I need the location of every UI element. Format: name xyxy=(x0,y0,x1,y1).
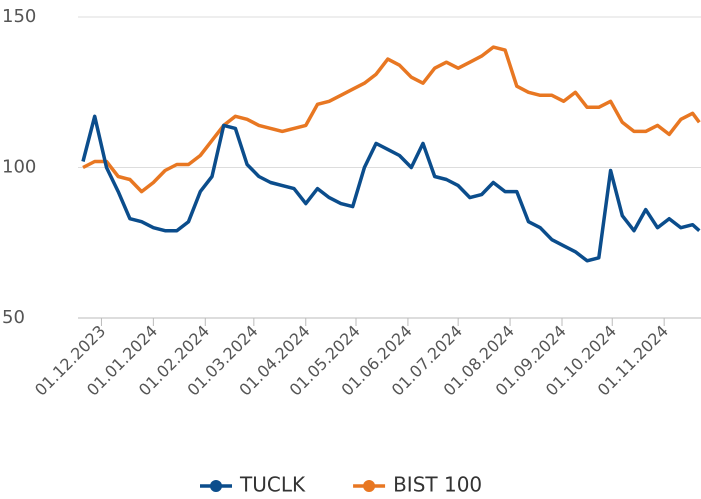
legend-marker xyxy=(363,480,376,492)
series-line xyxy=(82,45,701,194)
legend-label: BIST 100 xyxy=(393,473,482,497)
legend-label: TUCLK xyxy=(239,473,306,497)
legend-item: TUCLK xyxy=(200,473,306,497)
legend-item: BIST 100 xyxy=(353,473,482,497)
y-tick-label: 100 xyxy=(2,157,36,178)
y-tick-label: 50 xyxy=(2,307,25,328)
legend-marker xyxy=(210,480,222,492)
series-line xyxy=(81,114,701,263)
y-tick-label: 150 xyxy=(2,6,36,27)
